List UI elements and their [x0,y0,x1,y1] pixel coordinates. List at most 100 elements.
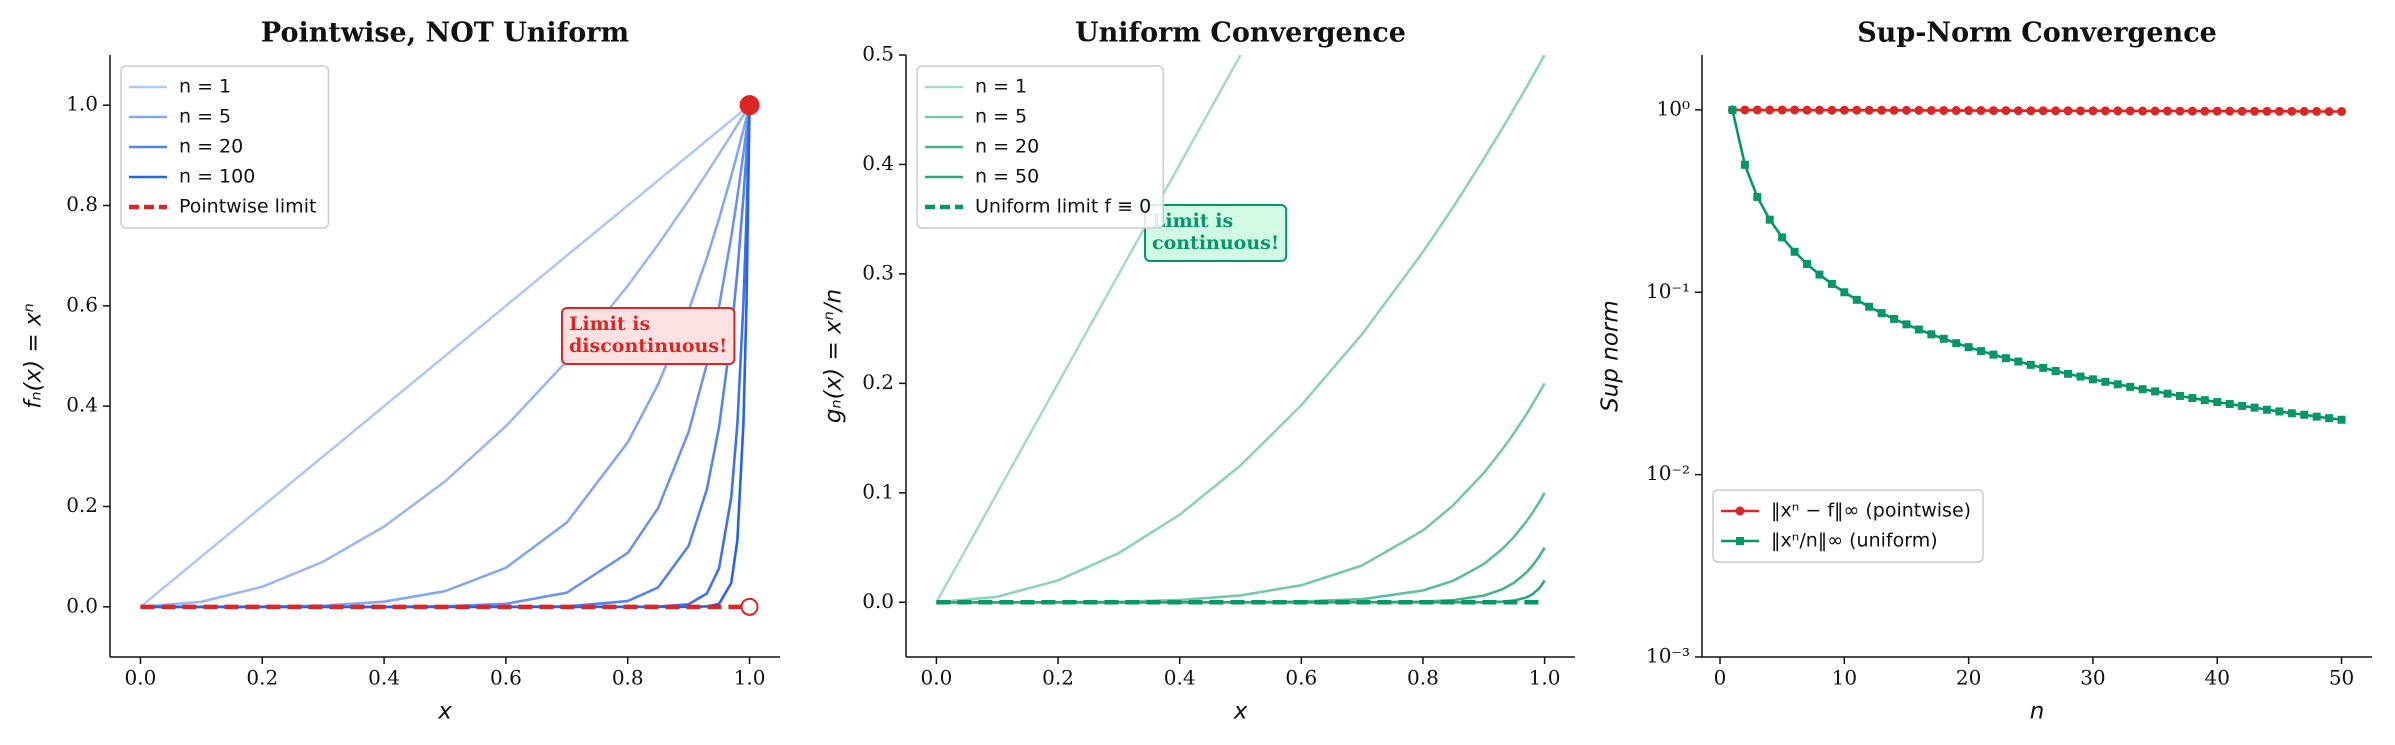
marker [1827,105,1837,115]
marker [2212,106,2222,116]
marker [2064,369,2073,378]
panel: Sup-Norm Convergence n Sup norm 0 10 20 30 40 50… [1598,18,2372,725]
marker [1914,325,1923,334]
marker [2175,106,2185,116]
legend: n = 1 n = 5 n = 20 n = 100 Pointwise limit [120,65,330,229]
x-axis-label: n [2030,699,2045,725]
marker [2151,387,2160,396]
series-line [936,55,1546,604]
marker [1765,215,1774,224]
legend-box [1712,489,1984,563]
marker [2126,382,2135,391]
y-tick-label: 0.3 [862,260,894,284]
marker [2014,357,2023,366]
marker [1877,309,1886,318]
marker [2287,106,2297,116]
marker [1889,105,1899,115]
x-tick-label: 0.4 [368,666,400,690]
marker [2300,410,2309,419]
marker [2274,106,2284,116]
marker [1914,105,1924,115]
x-tick-label: 0.0 [125,666,157,690]
marker [2250,106,2260,116]
x-tick-label: 50 [2329,666,2354,690]
marker [2076,106,2086,116]
annotation-text: continuous! [1152,232,1279,254]
y-tick-label: 10⁻² [1646,461,1690,485]
legend-label: n = 50 [975,166,1039,188]
marker [1814,105,1824,115]
point [739,95,760,116]
marker [2013,106,2023,116]
legend-label: n = 100 [179,166,255,188]
y-tick-label: 0.0 [66,593,98,617]
marker [1839,105,1849,115]
x-tick-label: 0.6 [490,666,522,690]
marker [2113,380,2122,389]
marker [2163,106,2173,116]
marker [1778,233,1787,242]
x-tick-label: 1.0 [734,666,766,690]
marker [1840,288,1849,297]
annotation: Limit iscontinuous! [1144,204,1288,262]
marker [1927,330,1936,339]
legend-box [120,65,330,229]
annotation-box [1144,204,1288,262]
panel-title: Sup-Norm Convergence [1857,18,2217,49]
legend-label: ‖xⁿ/n‖∞ (uniform) [1771,530,1938,552]
series-line [935,55,1242,603]
legend: ‖xⁿ − f‖∞ (pointwise) ‖xⁿ/n‖∞ (uniform) [1712,489,1984,563]
series-line [936,492,1546,604]
y-axis-label: fₙ(x) = xⁿ [21,303,47,409]
x-tick-label: 0.8 [1407,666,1439,690]
panel: Uniform Convergence x gₙ(x) = xⁿ/n 0.0 0.2 0.… [821,18,1575,725]
marker [2088,106,2098,116]
marker [1815,270,1824,279]
point [740,597,759,616]
marker [1740,105,1750,115]
marker [2001,354,2010,363]
marker [2262,106,2272,116]
x-tick-label: 0.2 [1042,666,1074,690]
marker [1939,334,1948,343]
marker [1902,320,1911,329]
marker [2163,389,2172,398]
x-tick-label: 20 [1956,666,1981,690]
marker [2063,106,2073,116]
x-tick-label: 10 [1832,666,1857,690]
marker [2150,106,2160,116]
marker [1964,106,1974,116]
marker [2188,394,2197,403]
x-tick-label: 30 [2080,666,2105,690]
marker [2337,106,2347,116]
legend-label: n = 5 [179,106,231,128]
marker [2238,401,2247,410]
marker [2175,391,2184,400]
marker [1864,105,1874,115]
marker [1852,295,1861,304]
x-tick-label: 0.4 [1164,666,1196,690]
marker [2312,412,2321,421]
marker [1989,350,1998,359]
marker [1802,105,1812,115]
y-tick-label: 0.2 [66,493,98,517]
marker [1952,339,1961,348]
marker [2275,407,2284,416]
y-tick-label: 0.1 [862,479,894,503]
marker [2038,106,2048,116]
annotation-text: discontinuous! [569,335,727,357]
marker [2250,403,2259,412]
marker [1827,279,1836,288]
marker [1877,105,1887,115]
plot-area [139,104,751,610]
x-tick-label: 0.6 [1285,666,1317,690]
marker [1890,314,1899,323]
x-tick-label: 40 [2205,666,2230,690]
x-axis-label: x [437,699,452,725]
marker [2001,106,2011,116]
y-axis-label: Sup norm [1598,300,1624,412]
marker [1765,105,1775,115]
marker [2324,106,2334,116]
